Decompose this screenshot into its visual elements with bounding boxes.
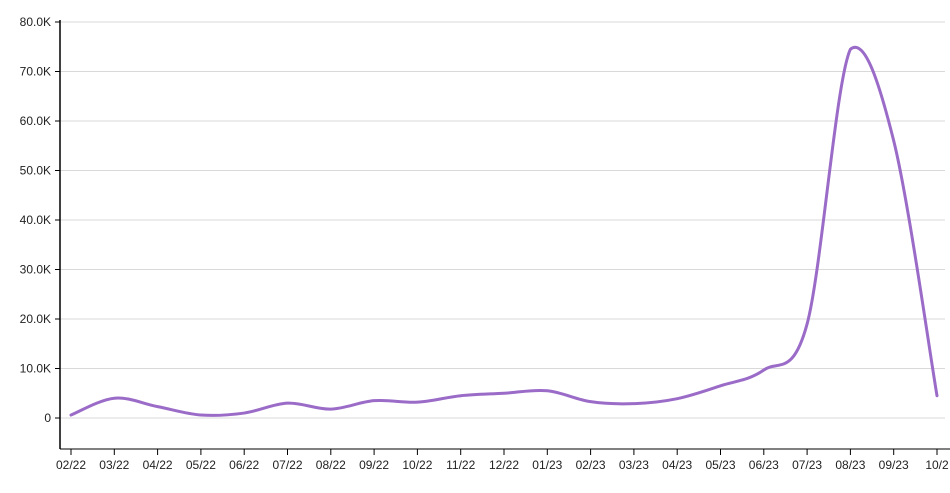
x-tick-label: 04/23 bbox=[662, 458, 692, 472]
y-tick-label: 60.0K bbox=[20, 114, 51, 128]
x-tick-label: 05/23 bbox=[705, 458, 735, 472]
x-tick-label: 12/22 bbox=[489, 458, 519, 472]
x-tick-label: 01/23 bbox=[532, 458, 562, 472]
y-axis: 0 10.0K 20.0K 30.0K 40.0K 50.0K 60.0K 70.0K 80.0… bbox=[20, 15, 61, 449]
x-tick-label: 05/22 bbox=[186, 458, 216, 472]
x-tick-label: 02/22 bbox=[56, 458, 86, 472]
gridlines bbox=[60, 21, 945, 419]
y-tick-label: 20.0K bbox=[20, 312, 51, 326]
x-tick-label: 07/22 bbox=[272, 458, 302, 472]
y-tick-label: 80.0K bbox=[20, 15, 51, 29]
x-tick-label: 03/23 bbox=[619, 458, 649, 472]
x-tick-label: 08/23 bbox=[835, 458, 865, 472]
series-group bbox=[69, 45, 939, 417]
y-tick-label: 70.0K bbox=[20, 65, 51, 79]
y-tick-label: 40.0K bbox=[20, 213, 51, 227]
x-tick-label: 10/2 bbox=[925, 458, 949, 472]
x-tick-label: 08/22 bbox=[316, 458, 346, 472]
x-tick-label: 07/23 bbox=[792, 458, 822, 472]
x-tick-label: 09/23 bbox=[879, 458, 909, 472]
x-axis: 02/22 03/22 04/22 05/22 06/22 07/22 08/22 09/22… bbox=[56, 448, 950, 472]
x-tick-label: 06/23 bbox=[749, 458, 779, 472]
x-tick-label: 03/22 bbox=[99, 458, 129, 472]
series-line bbox=[69, 45, 939, 417]
y-tick-label: 30.0K bbox=[20, 263, 51, 277]
x-tick-label: 04/22 bbox=[143, 458, 173, 472]
y-tick-label: 10.0K bbox=[20, 362, 51, 376]
y-tick-label: 50.0K bbox=[20, 164, 51, 178]
x-tick-label: 11/22 bbox=[446, 458, 475, 472]
x-tick-label: 09/22 bbox=[359, 458, 389, 472]
y-tick-label: 0 bbox=[44, 411, 51, 425]
x-tick-label: 02/23 bbox=[576, 458, 606, 472]
x-tick-label: 10/22 bbox=[402, 458, 432, 472]
x-tick-label: 06/22 bbox=[229, 458, 259, 472]
